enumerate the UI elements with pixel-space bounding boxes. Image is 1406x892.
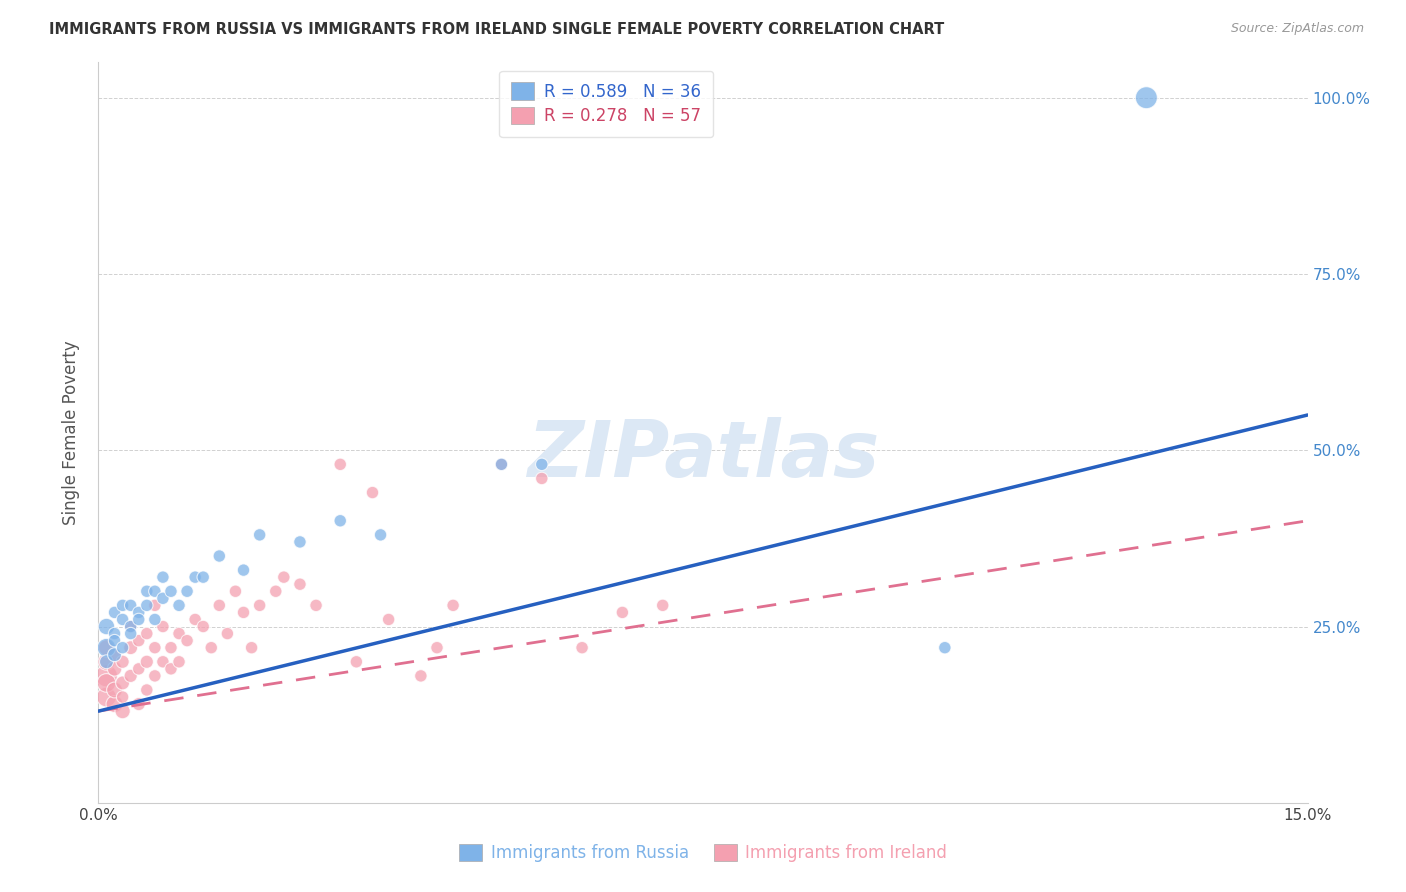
Point bbox=[651, 599, 673, 613]
Point bbox=[111, 640, 134, 655]
Point bbox=[135, 683, 157, 698]
Point bbox=[184, 570, 207, 584]
Point bbox=[249, 528, 271, 542]
Point bbox=[288, 535, 311, 549]
Point bbox=[361, 485, 384, 500]
Point bbox=[120, 640, 142, 655]
Point bbox=[409, 669, 432, 683]
Point bbox=[160, 662, 183, 676]
Point bbox=[120, 669, 142, 683]
Point bbox=[152, 655, 174, 669]
Point bbox=[135, 626, 157, 640]
Point bbox=[103, 606, 125, 620]
Point bbox=[120, 626, 142, 640]
Point bbox=[128, 697, 150, 711]
Point bbox=[176, 584, 198, 599]
Point bbox=[96, 655, 118, 669]
Point bbox=[934, 640, 956, 655]
Point bbox=[143, 669, 166, 683]
Point bbox=[103, 648, 125, 662]
Point bbox=[193, 570, 215, 584]
Point bbox=[96, 640, 118, 655]
Point bbox=[329, 458, 352, 472]
Point bbox=[167, 626, 190, 640]
Point bbox=[120, 599, 142, 613]
Point bbox=[96, 676, 118, 690]
Legend: Immigrants from Russia, Immigrants from Ireland: Immigrants from Russia, Immigrants from … bbox=[453, 837, 953, 869]
Point bbox=[232, 606, 254, 620]
Point bbox=[224, 584, 246, 599]
Point bbox=[103, 662, 125, 676]
Point bbox=[96, 655, 118, 669]
Point bbox=[96, 640, 118, 655]
Point bbox=[232, 563, 254, 577]
Point bbox=[111, 599, 134, 613]
Point bbox=[491, 458, 513, 472]
Point bbox=[152, 570, 174, 584]
Point bbox=[103, 626, 125, 640]
Point bbox=[111, 612, 134, 626]
Point bbox=[135, 655, 157, 669]
Point bbox=[249, 599, 271, 613]
Point bbox=[240, 640, 263, 655]
Text: IMMIGRANTS FROM RUSSIA VS IMMIGRANTS FROM IRELAND SINGLE FEMALE POVERTY CORRELAT: IMMIGRANTS FROM RUSSIA VS IMMIGRANTS FRO… bbox=[49, 22, 945, 37]
Point bbox=[103, 633, 125, 648]
Point bbox=[96, 619, 118, 633]
Point bbox=[441, 599, 464, 613]
Point bbox=[103, 683, 125, 698]
Point bbox=[128, 662, 150, 676]
Point bbox=[152, 619, 174, 633]
Point bbox=[128, 633, 150, 648]
Point bbox=[111, 690, 134, 704]
Point bbox=[135, 599, 157, 613]
Point bbox=[128, 612, 150, 626]
Point bbox=[370, 528, 392, 542]
Point bbox=[143, 612, 166, 626]
Y-axis label: Single Female Poverty: Single Female Poverty bbox=[62, 341, 80, 524]
Point bbox=[1135, 91, 1157, 105]
Point bbox=[96, 669, 118, 683]
Point bbox=[208, 549, 231, 563]
Point bbox=[571, 640, 593, 655]
Point bbox=[120, 619, 142, 633]
Point bbox=[160, 640, 183, 655]
Point bbox=[344, 655, 367, 669]
Point bbox=[530, 458, 553, 472]
Point bbox=[288, 577, 311, 591]
Point bbox=[208, 599, 231, 613]
Point bbox=[111, 704, 134, 718]
Point bbox=[111, 676, 134, 690]
Point bbox=[103, 648, 125, 662]
Point bbox=[143, 640, 166, 655]
Point bbox=[135, 584, 157, 599]
Point bbox=[143, 584, 166, 599]
Point bbox=[103, 697, 125, 711]
Point bbox=[612, 606, 634, 620]
Point bbox=[217, 626, 239, 640]
Point bbox=[200, 640, 222, 655]
Text: Source: ZipAtlas.com: Source: ZipAtlas.com bbox=[1230, 22, 1364, 36]
Point bbox=[120, 619, 142, 633]
Point bbox=[305, 599, 328, 613]
Point bbox=[152, 591, 174, 606]
Point bbox=[193, 619, 215, 633]
Point bbox=[160, 584, 183, 599]
Point bbox=[426, 640, 449, 655]
Point bbox=[264, 584, 287, 599]
Point bbox=[96, 690, 118, 704]
Point bbox=[530, 471, 553, 485]
Point bbox=[128, 606, 150, 620]
Point bbox=[273, 570, 295, 584]
Point bbox=[329, 514, 352, 528]
Point bbox=[176, 633, 198, 648]
Point bbox=[184, 612, 207, 626]
Point bbox=[377, 612, 399, 626]
Point bbox=[167, 599, 190, 613]
Point bbox=[167, 655, 190, 669]
Point bbox=[111, 655, 134, 669]
Point bbox=[143, 599, 166, 613]
Point bbox=[491, 458, 513, 472]
Text: ZIPatlas: ZIPatlas bbox=[527, 417, 879, 493]
